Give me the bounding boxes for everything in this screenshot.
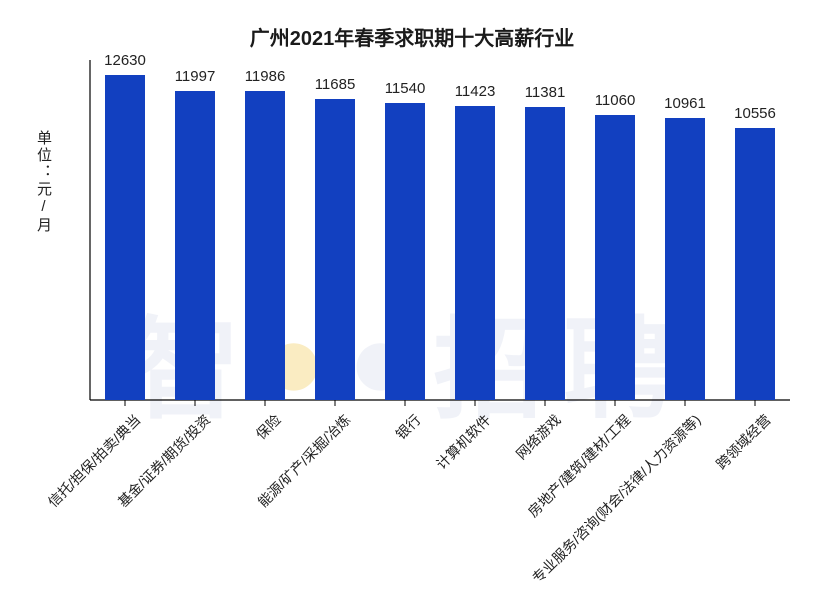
x-labels-container: 信托/担保/拍卖/典当基金/证券/期货/投资保险能源/矿产/采掘/冶炼银行计算机… (90, 400, 790, 580)
plot-area: 1263011997119861168511540114231138111060… (90, 60, 790, 400)
bar (315, 99, 356, 400)
x-axis-label: 跨领域经营 (712, 410, 776, 474)
bar-value-label: 10961 (650, 95, 720, 112)
bar-slot: 10556 (720, 60, 790, 400)
bar (665, 118, 706, 400)
bar (175, 91, 216, 400)
bar-value-label: 11986 (230, 68, 300, 85)
x-axis-label: 银行 (391, 410, 425, 444)
bar-value-label: 11060 (580, 92, 650, 109)
bar-slot: 12630 (90, 60, 160, 400)
bar-chart: 广州2021年春季求职期十大高薪行业 单位：元/月 12630119971198… (0, 0, 824, 604)
bars-container: 1263011997119861168511540114231138111060… (90, 60, 790, 400)
bar-slot: 11986 (230, 60, 300, 400)
bar-slot: 11997 (160, 60, 230, 400)
chart-title: 广州2021年春季求职期十大高薪行业 (0, 22, 824, 51)
bar (595, 115, 636, 400)
bar (455, 106, 496, 400)
bar-value-label: 11381 (510, 84, 580, 101)
bar-value-label: 11997 (160, 68, 230, 85)
bar-slot: 10961 (650, 60, 720, 400)
bar-slot: 11381 (510, 60, 580, 400)
bar (525, 107, 566, 400)
x-axis-label: 保险 (251, 410, 285, 444)
bar-slot: 11685 (300, 60, 370, 400)
bar-value-label: 12630 (90, 52, 160, 69)
bar-slot: 11423 (440, 60, 510, 400)
bar (385, 103, 426, 400)
bar (105, 75, 146, 400)
bar-slot: 11540 (370, 60, 440, 400)
bar-value-label: 10556 (720, 105, 790, 122)
bar (735, 128, 776, 400)
bar-value-label: 11540 (370, 80, 440, 97)
y-axis-unit-label: 单位：元/月 (34, 130, 52, 234)
bar-value-label: 11423 (440, 83, 510, 100)
bar (245, 91, 286, 400)
x-axis-label: 计算机软件 (432, 410, 496, 474)
bar-value-label: 11685 (300, 76, 370, 93)
x-axis-label: 网络游戏 (511, 410, 565, 464)
bar-slot: 11060 (580, 60, 650, 400)
